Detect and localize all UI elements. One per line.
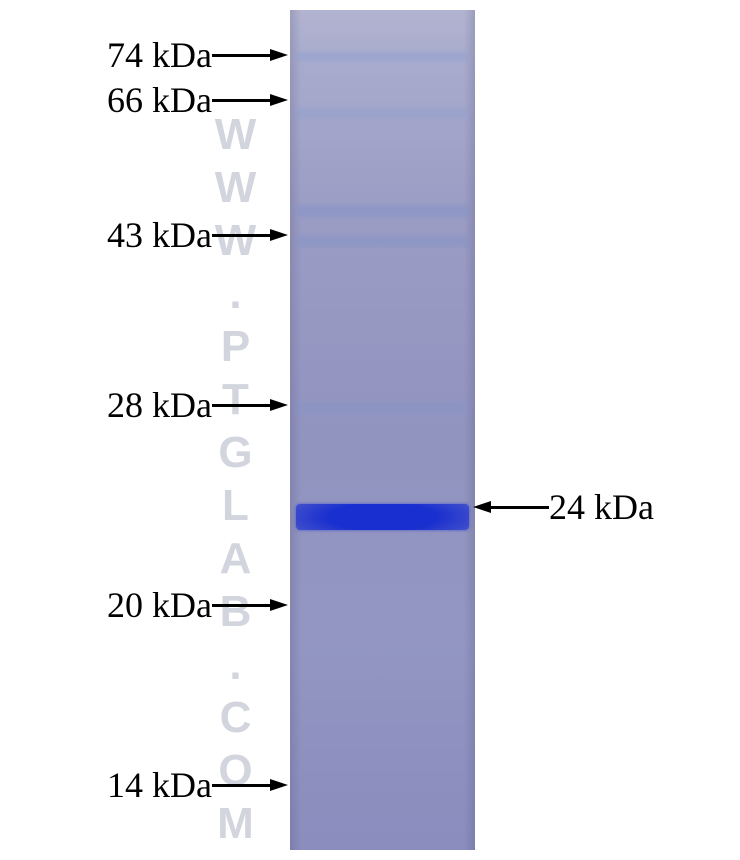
- marker-label: 20 kDa: [107, 585, 288, 625]
- faint-band: [296, 402, 470, 414]
- marker-label: 43 kDa: [107, 215, 288, 255]
- marker-text: 66 kDa: [107, 79, 212, 121]
- marker-text: 14 kDa: [107, 764, 212, 806]
- arrow-head-icon: [270, 229, 288, 241]
- marker-text: 74 kDa: [107, 34, 212, 76]
- arrow-head-icon: [473, 501, 491, 513]
- marker-text: 24 kDa: [549, 486, 654, 528]
- arrow-head-icon: [270, 94, 288, 106]
- marker-label: 28 kDa: [107, 385, 288, 425]
- marker-label: 66 kDa: [107, 80, 288, 120]
- faint-band: [296, 52, 470, 62]
- arrow-line: [212, 404, 270, 407]
- arrow-line: [212, 784, 270, 787]
- arrow-head-icon: [270, 49, 288, 61]
- marker-label: 24 kDa: [473, 487, 654, 527]
- arrow-line: [212, 99, 270, 102]
- faint-band: [296, 108, 470, 118]
- arrow-line: [212, 234, 270, 237]
- arrow-head-icon: [270, 399, 288, 411]
- arrow-line: [212, 604, 270, 607]
- marker-text: 28 kDa: [107, 384, 212, 426]
- arrow-line: [212, 54, 270, 57]
- arrow-head-icon: [270, 599, 288, 611]
- marker-text: 43 kDa: [107, 214, 212, 256]
- protein-band-main: [296, 504, 470, 530]
- arrow-head-icon: [270, 779, 288, 791]
- faint-band: [296, 205, 470, 217]
- faint-band: [296, 235, 470, 247]
- marker-label: 74 kDa: [107, 35, 288, 75]
- arrow-line: [491, 506, 549, 509]
- marker-label: 14 kDa: [107, 765, 288, 805]
- marker-text: 20 kDa: [107, 584, 212, 626]
- gel-lane: [290, 10, 475, 850]
